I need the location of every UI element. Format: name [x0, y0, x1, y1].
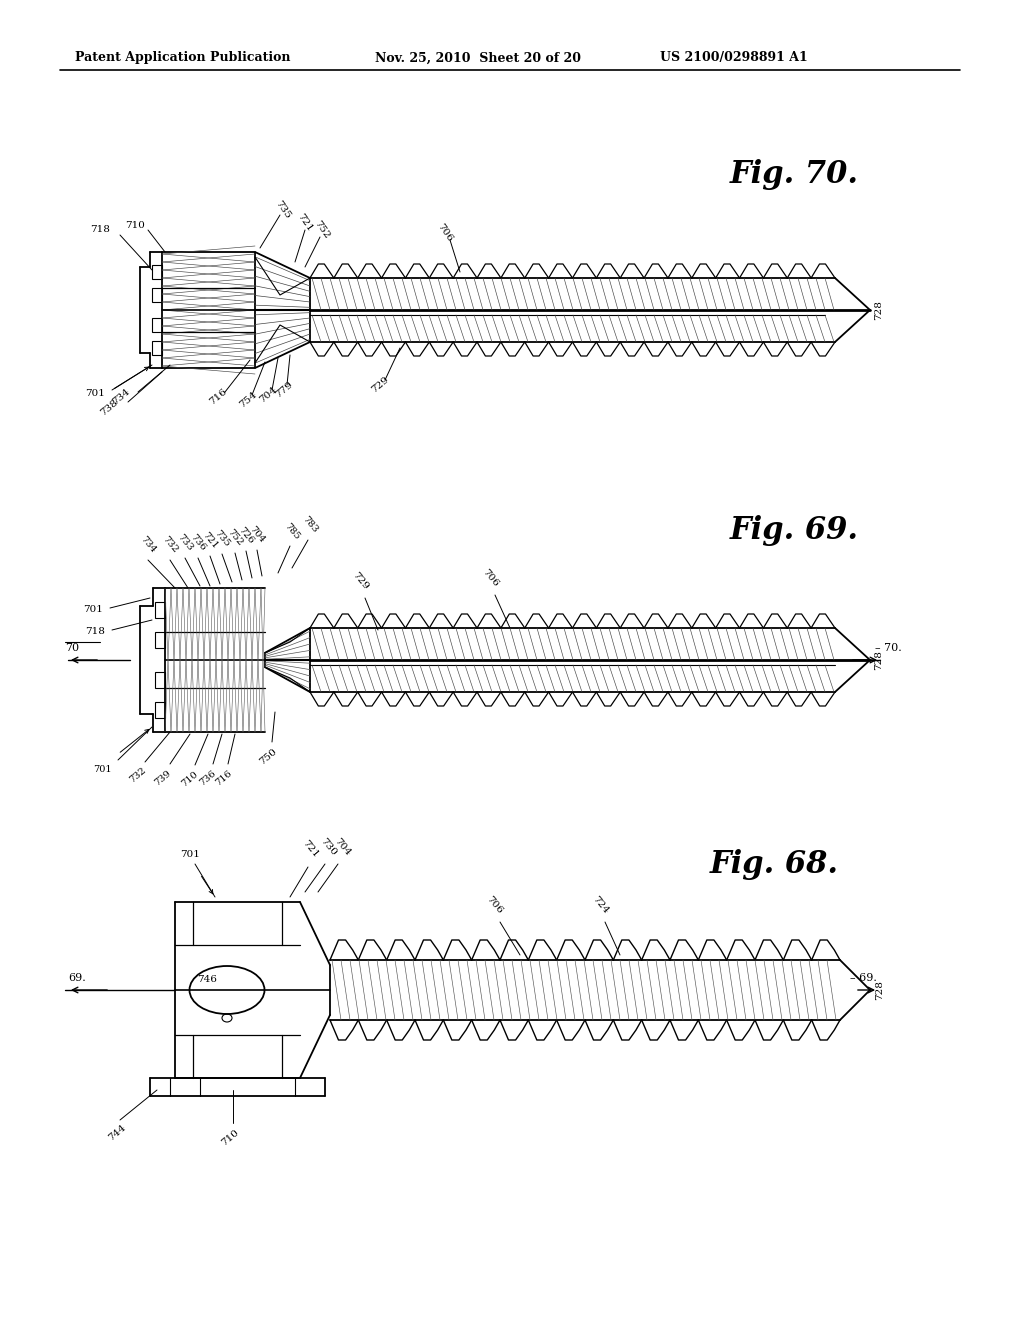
- Text: 704: 704: [248, 525, 266, 545]
- Bar: [152, 288, 162, 302]
- Text: 728: 728: [874, 649, 883, 671]
- Text: 721: 721: [201, 531, 219, 550]
- Text: 710: 710: [125, 220, 145, 230]
- Text: 785: 785: [283, 521, 301, 541]
- Text: 710: 710: [219, 1129, 241, 1147]
- Text: 69.: 69.: [68, 973, 86, 983]
- Text: 754: 754: [238, 391, 258, 409]
- Text: 721: 721: [300, 840, 319, 861]
- Text: 70: 70: [65, 643, 79, 653]
- Bar: [155, 602, 165, 618]
- Text: 728: 728: [874, 979, 884, 1001]
- Bar: [152, 265, 162, 279]
- Text: 706: 706: [484, 895, 504, 916]
- Bar: [155, 672, 165, 688]
- Text: Fig. 70.: Fig. 70.: [730, 160, 859, 190]
- Bar: [152, 318, 162, 333]
- Text: 750: 750: [257, 747, 279, 767]
- Text: 704: 704: [332, 837, 352, 858]
- Text: 744: 744: [106, 1123, 128, 1143]
- Text: 752: 752: [312, 219, 332, 240]
- Text: 732: 732: [128, 766, 148, 785]
- Text: 738: 738: [99, 399, 120, 418]
- Text: 706: 706: [435, 222, 455, 244]
- Text: 718: 718: [90, 226, 110, 235]
- Text: 710: 710: [180, 770, 200, 789]
- Text: 734: 734: [111, 387, 132, 407]
- Text: 752: 752: [225, 528, 245, 548]
- Text: 732: 732: [161, 535, 179, 554]
- Bar: [155, 702, 165, 718]
- Text: 716: 716: [208, 387, 228, 407]
- Text: – 70.: – 70.: [874, 643, 902, 653]
- Text: 783: 783: [301, 515, 319, 535]
- Text: Fig. 68.: Fig. 68.: [710, 850, 839, 880]
- Text: 735: 735: [273, 199, 293, 220]
- Text: 734: 734: [138, 535, 158, 554]
- Text: Nov. 25, 2010  Sheet 20 of 20: Nov. 25, 2010 Sheet 20 of 20: [375, 51, 581, 65]
- Text: – 69.: – 69.: [850, 973, 877, 983]
- Text: Patent Application Publication: Patent Application Publication: [75, 51, 291, 65]
- Text: 724: 724: [590, 895, 610, 916]
- Text: 704: 704: [257, 385, 279, 405]
- Text: 716: 716: [214, 770, 234, 788]
- Text: Fig. 69.: Fig. 69.: [730, 515, 859, 545]
- Text: 701: 701: [85, 389, 105, 399]
- Text: 735: 735: [213, 529, 231, 549]
- Text: 730: 730: [318, 837, 338, 858]
- Text: 733: 733: [175, 533, 195, 553]
- Bar: [155, 632, 165, 648]
- Text: 726: 726: [237, 525, 255, 546]
- Text: 739: 739: [153, 770, 173, 788]
- Text: 706: 706: [480, 568, 500, 589]
- Bar: [152, 341, 162, 355]
- Text: 718: 718: [85, 627, 105, 636]
- Text: 701: 701: [180, 850, 200, 859]
- Text: 701: 701: [83, 606, 103, 615]
- Text: 736: 736: [198, 770, 218, 788]
- Text: 779: 779: [273, 380, 295, 400]
- Text: 746: 746: [197, 975, 217, 985]
- Text: 736: 736: [188, 533, 208, 553]
- Text: 729: 729: [350, 572, 370, 591]
- Text: 729: 729: [370, 375, 390, 395]
- Text: 728: 728: [874, 300, 883, 319]
- Text: 721: 721: [296, 213, 314, 234]
- Text: US 2100/0298891 A1: US 2100/0298891 A1: [660, 51, 808, 65]
- Text: 701: 701: [93, 766, 112, 774]
